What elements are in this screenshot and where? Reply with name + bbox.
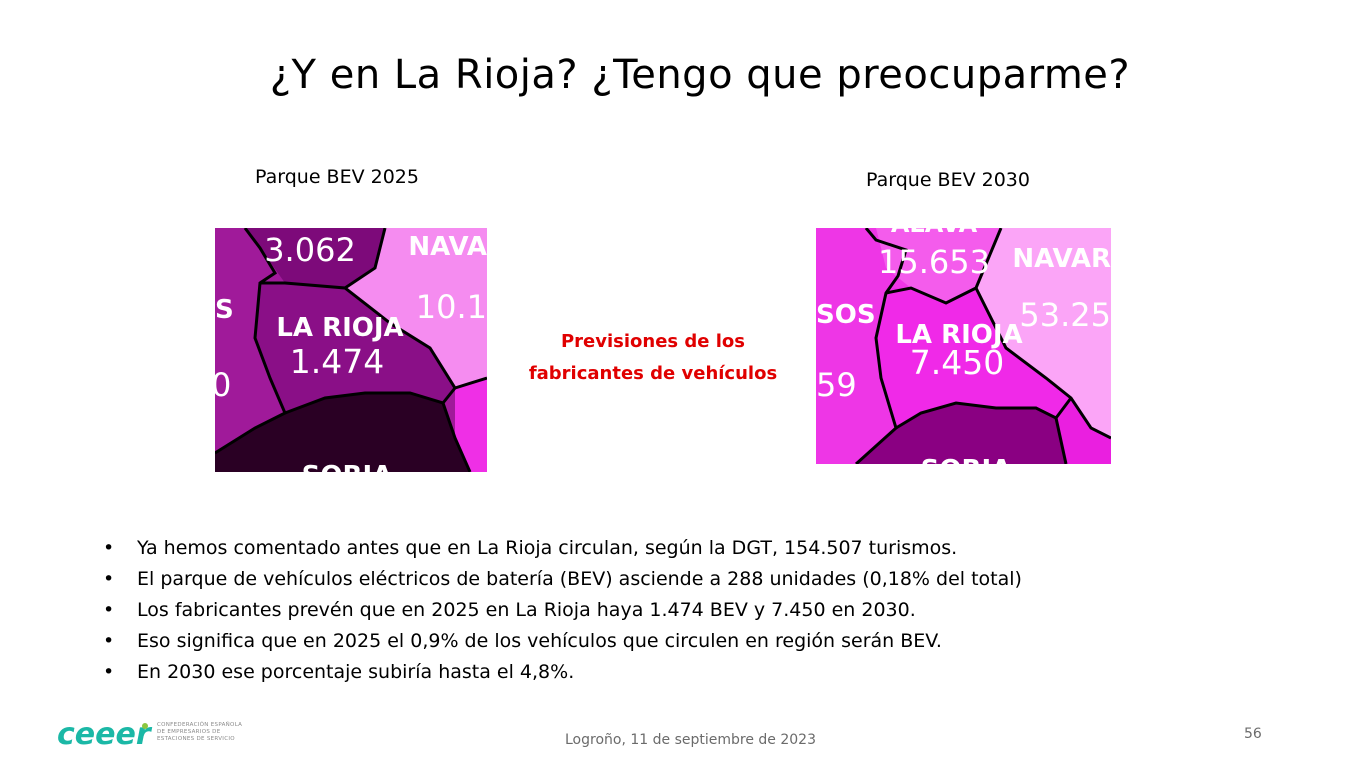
navarra-region — [976, 228, 1111, 438]
la-rioja-value: 7.450 — [910, 343, 1004, 382]
alava-value: 15.653 — [878, 243, 990, 281]
bullet-list: • Ya hemos comentado antes que en La Rioj… — [103, 533, 1022, 688]
alava-value: 3.062 — [264, 231, 356, 269]
la-rioja-name: LA RIOJA — [276, 313, 403, 343]
burgos-value-fragment: 0 — [215, 366, 231, 404]
border-east — [1054, 417, 1068, 464]
border-alava — [885, 228, 1003, 305]
navarra-value: 53.25 — [1019, 296, 1111, 334]
soria-region — [215, 393, 470, 472]
bullet-text: En 2030 ese porcentaje subiría hasta el … — [137, 661, 575, 683]
border-navarra — [974, 287, 1111, 440]
logo-dot-icon — [142, 723, 148, 729]
burgos-value-fragment: 59 — [816, 366, 857, 404]
bullet-text: Los fabricantes prevén que en 2025 en La… — [137, 599, 916, 621]
navarra-name: NAVAR — [1012, 244, 1111, 274]
logo-line2: DE EMPRESARIOS DE — [157, 729, 221, 735]
ceeer-logo: ceeer CONFEDERACIÓN ESPAÑOLA DE EMPRESAR… — [57, 716, 257, 752]
logo-wordmark: ceeer — [57, 717, 153, 752]
border-west — [215, 228, 287, 455]
bullet-icon: • — [103, 568, 115, 590]
bullet-icon: • — [103, 661, 115, 683]
forecast-note: Previsiones de los fabricantes de vehícu… — [510, 326, 796, 390]
map-2030-label: Parque BEV 2030 — [866, 169, 1030, 191]
zaragoza-region — [455, 378, 487, 472]
bullet-icon: • — [103, 630, 115, 652]
border-south — [284, 391, 472, 472]
map-2025-label: Parque BEV 2025 — [255, 166, 419, 188]
alava-name: ALAVA — [891, 228, 978, 238]
alava-region — [876, 228, 1001, 303]
logo-subtitle: CONFEDERACIÓN ESPAÑOLA DE EMPRESARIOS DE… — [157, 722, 242, 743]
list-item: • En 2030 ese porcentaje subiría hasta el… — [103, 657, 1022, 688]
bullet-text: Ya hemos comentado antes que en La Rioja… — [137, 537, 958, 559]
bullet-icon: • — [103, 599, 115, 621]
map-2030: ALAVA 15.653 NAVAR 53.25 SOS 59 LA RIOJA… — [816, 228, 1111, 464]
logo-line1: CONFEDERACIÓN ESPAÑOLA — [157, 722, 243, 728]
navarra-value: 10.1 — [416, 288, 487, 326]
burgos-fragment: S — [215, 295, 234, 325]
la-rioja-region — [876, 288, 1071, 428]
forecast-note-line1: Previsiones de los — [560, 331, 746, 352]
bullet-text: Eso significa que en 2025 el 0,9% de los… — [137, 630, 942, 652]
forecast-note-line2: fabricantes de vehículos — [528, 363, 778, 384]
list-item: • El parque de vehículos eléctricos de ba… — [103, 564, 1022, 595]
la-rioja-value: 1.474 — [290, 342, 384, 381]
logo-line3: ESTACIONES DE SERVICIO — [157, 736, 235, 742]
bullet-icon: • — [103, 537, 115, 559]
la-rioja-region — [255, 283, 455, 413]
border-east — [441, 387, 457, 404]
bullet-text: El parque de vehículos eléctricos de bat… — [137, 568, 1022, 590]
burgos-fragment: SOS — [816, 300, 876, 330]
list-item: • Eso significa que en 2025 el 0,9% de lo… — [103, 626, 1022, 657]
la-rioja-name: LA RIOJA — [895, 320, 1022, 350]
footer-date: Logroño, 11 de septiembre de 2023 — [565, 732, 816, 748]
navarra-name: NAVA — [408, 232, 487, 262]
soria-region — [856, 403, 1066, 464]
soria-name: SORIA — [921, 455, 1012, 464]
list-item: • Ya hemos comentado antes que en La Rioj… — [103, 533, 1022, 564]
list-item: • Los fabricantes prevén que en 2025 en L… — [103, 595, 1022, 626]
border-alava — [344, 228, 387, 290]
navarra-region — [345, 228, 487, 388]
map-2025: 3.062 NAVA 10.1 S 0 LA RIOJA 1.474 SORIA — [215, 228, 487, 472]
zaragoza-region — [1056, 398, 1111, 464]
page-number: 56 — [1244, 726, 1262, 742]
ceeer-wordmark-icon: ceeer — [57, 717, 153, 752]
soria-name: SORIA — [302, 461, 393, 472]
map-2025-svg: 3.062 NAVA 10.1 S 0 LA RIOJA 1.474 SORIA — [215, 228, 487, 472]
slide-title: ¿Y en La Rioja? ¿Tengo que preocuparme? — [269, 52, 1131, 98]
map-2030-svg: ALAVA 15.653 NAVAR 53.25 SOS 59 LA RIOJA… — [816, 228, 1111, 464]
alava-region — [245, 228, 385, 288]
